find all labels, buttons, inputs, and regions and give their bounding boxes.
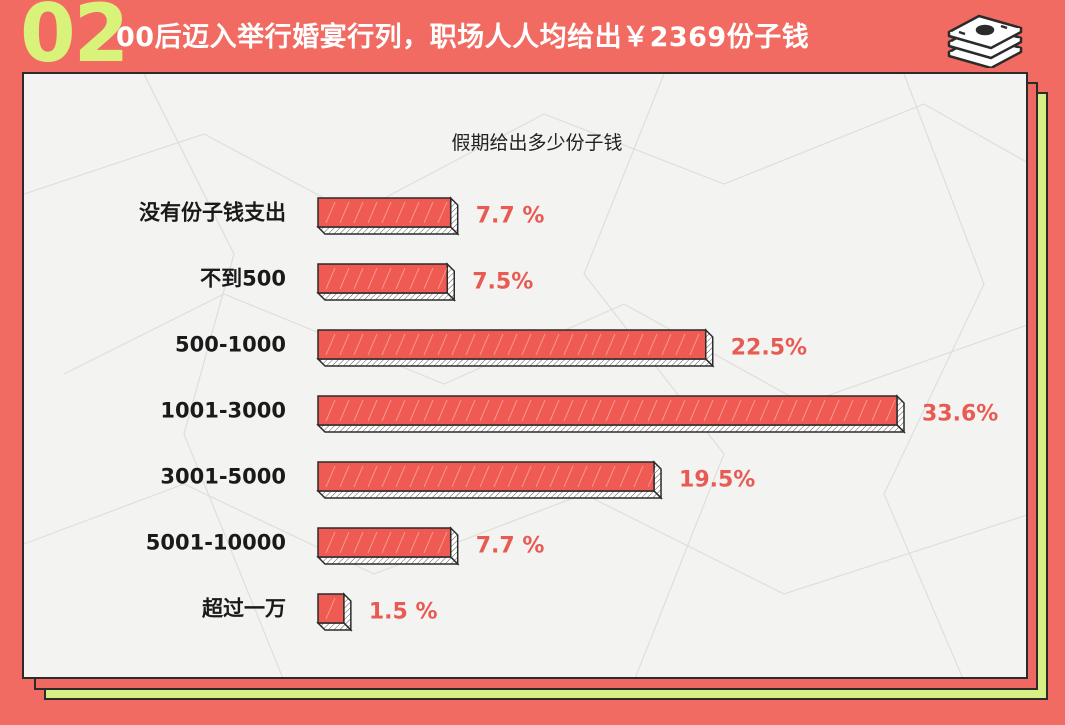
bar-bottom xyxy=(316,556,460,565)
page-headline: 00后迈入举行婚宴行列，职场人人均给出￥2369份子钱 xyxy=(116,22,810,53)
bar-face xyxy=(317,263,448,294)
bar-texture xyxy=(325,597,336,620)
bar xyxy=(316,262,457,302)
bar-chart: 没有份子钱支出 7.7 % 不到500 7.5% 500-1000 22.5% 1001-3… xyxy=(139,196,998,632)
bar-bottom xyxy=(316,358,715,367)
category-label: 不到500 xyxy=(200,267,286,291)
chart-title: 假期给出多少份子钱 xyxy=(451,132,623,154)
bar-texture xyxy=(325,201,448,224)
bar-face xyxy=(317,527,452,558)
value-label: 22.5% xyxy=(731,336,807,361)
value-label: 33.6% xyxy=(922,402,998,427)
category-label: 1001-3000 xyxy=(160,399,286,423)
category-label: 500-1000 xyxy=(175,333,286,357)
bar-face xyxy=(317,395,898,426)
bar xyxy=(316,328,715,368)
value-label: 7.7 % xyxy=(476,534,545,559)
bar xyxy=(316,460,663,500)
bar xyxy=(316,394,906,434)
bar-texture xyxy=(325,267,448,290)
bar xyxy=(316,592,353,632)
money-stack-icon xyxy=(947,14,1023,68)
bar-texture xyxy=(325,531,448,554)
bar xyxy=(316,526,460,566)
value-label: 19.5% xyxy=(679,468,755,493)
category-label: 5001-10000 xyxy=(146,531,286,555)
category-label: 超过一万 xyxy=(202,597,286,621)
section-number: 02 xyxy=(20,0,129,80)
bar-texture xyxy=(325,399,896,422)
value-label: 7.5% xyxy=(472,270,533,295)
bar xyxy=(316,196,460,236)
bar-bottom xyxy=(316,424,906,433)
bar-face xyxy=(317,329,707,360)
category-label: 3001-5000 xyxy=(160,465,286,489)
bar-face xyxy=(317,197,452,228)
bar-texture xyxy=(325,333,700,356)
bar-face xyxy=(317,461,655,492)
value-label: 1.5 % xyxy=(369,600,438,625)
bar-bottom xyxy=(316,490,663,499)
category-label: 没有份子钱支出 xyxy=(139,201,286,225)
bar-bottom xyxy=(316,292,457,301)
value-label: 7.7 % xyxy=(476,204,545,229)
bar-bottom xyxy=(316,226,460,235)
bar-face xyxy=(317,593,345,624)
chart-card: 假期给出多少份子钱 没有份子钱支出 7.7 % 不到500 7.5% 500-1000 2… xyxy=(22,72,1028,679)
bar-bottom xyxy=(316,622,353,631)
bar-texture xyxy=(325,465,658,488)
